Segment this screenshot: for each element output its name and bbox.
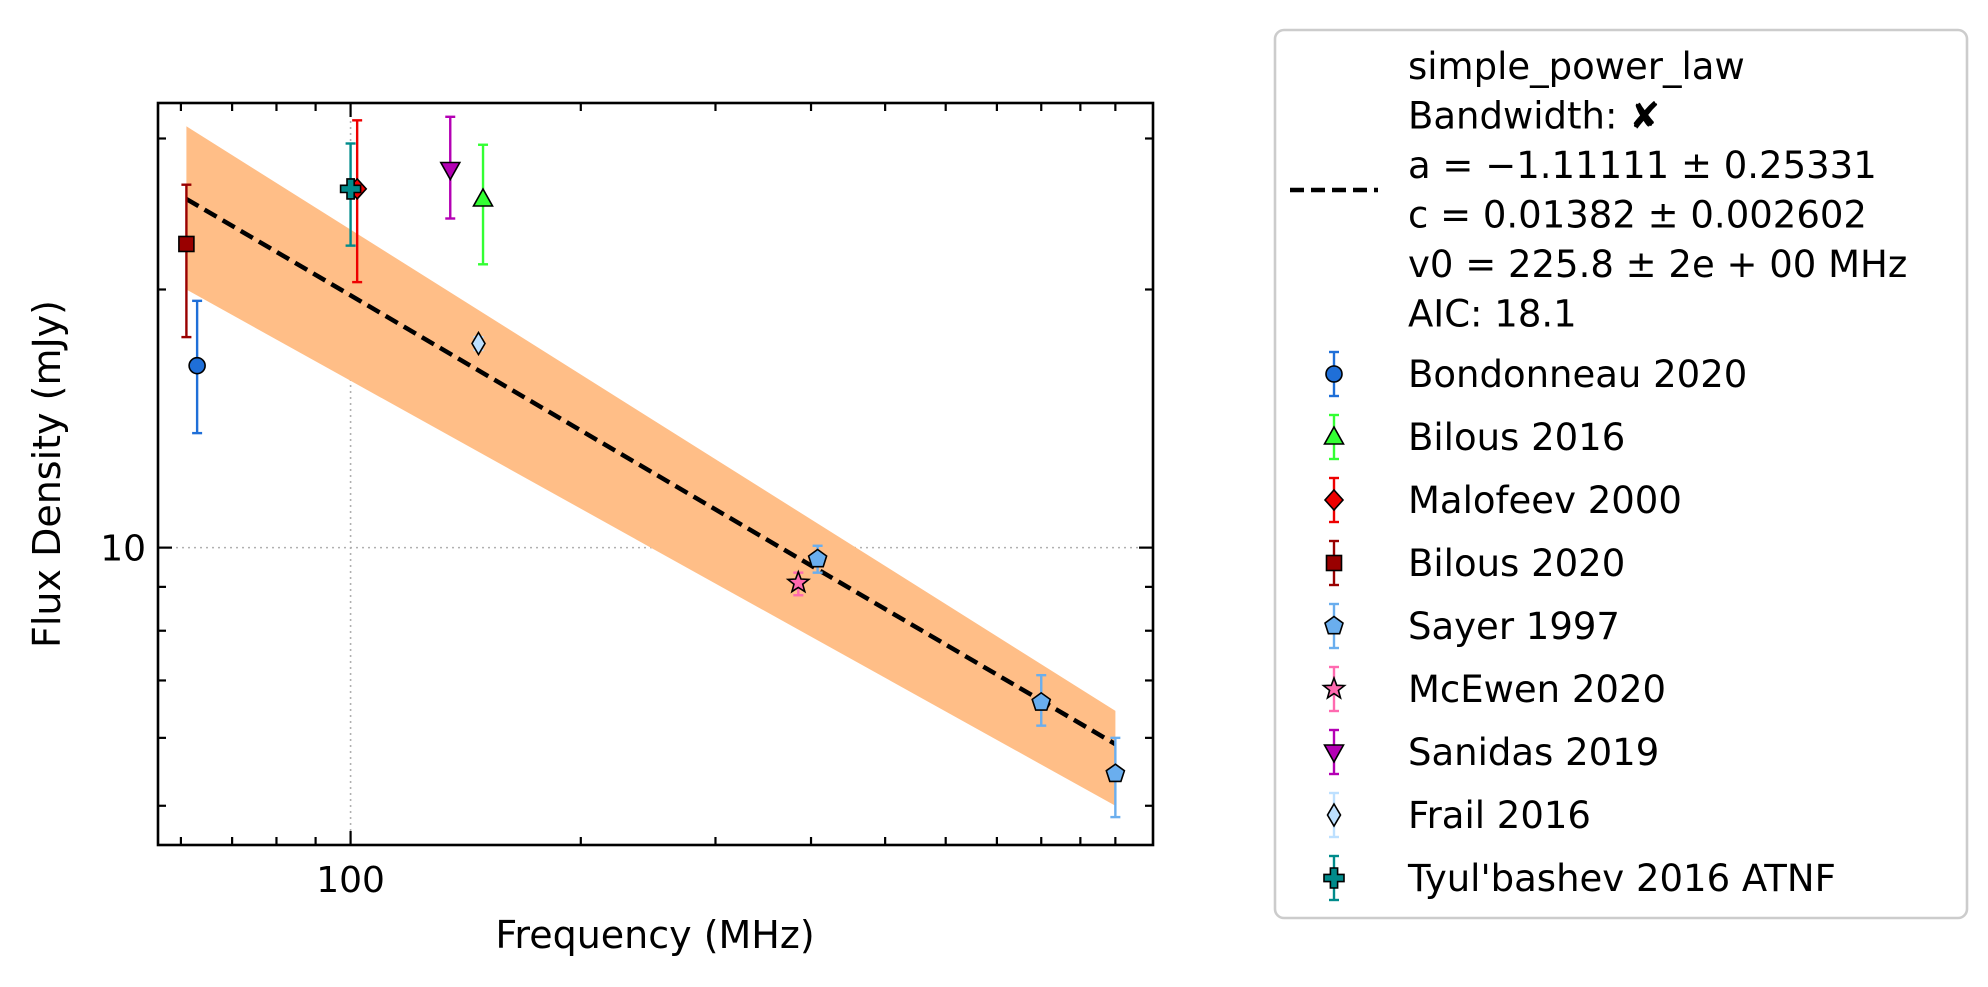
y-axis-label: Flux Density (mJy): [25, 300, 69, 648]
legend-entry: Bilous 2016: [1323, 413, 1625, 461]
legend-entry: Frail 2016: [1326, 791, 1591, 839]
legend-entry: McEwen 2020: [1321, 665, 1666, 713]
series-0: [188, 299, 206, 435]
data-point-marker: [807, 548, 828, 568]
legend-label: Sanidas 2019: [1408, 731, 1659, 774]
data-points: [178, 115, 1126, 819]
series-7: [471, 330, 486, 357]
data-point-marker: [785, 569, 811, 594]
data-point-marker: [1031, 691, 1052, 711]
legend-box: [1273, 28, 1969, 920]
legend-marker: [1323, 425, 1345, 445]
legend-fit-text-line: Bandwidth: ✘: [1408, 95, 1660, 138]
series-8: [339, 142, 362, 247]
legend-entry: Malofeev 2000: [1323, 476, 1682, 524]
data-point-errorbar: [352, 119, 363, 284]
fit-band: [186, 126, 1116, 806]
x-tick-label: 100: [316, 860, 385, 901]
data-point-marker: [471, 330, 486, 357]
series-6: [439, 115, 462, 220]
legend-marker: [1323, 488, 1345, 512]
data-point-marker: [1105, 763, 1126, 783]
plot-frame: [156, 101, 1155, 847]
legend-marker: [1324, 615, 1344, 635]
series-4: [807, 544, 1126, 819]
legend-label: Frail 2016: [1408, 794, 1591, 837]
legend-entry: Sanidas 2019: [1323, 728, 1659, 776]
legend-entry-fit: simple_power_law Bandwidth: ✘ a = −1.11111…: [1290, 45, 1907, 336]
data-point-marker: [472, 187, 494, 207]
legend-marker: [1326, 802, 1342, 828]
fit-line-path: [185, 197, 1117, 747]
data-point-marker: [439, 161, 462, 182]
legend-label: Bilous 2016: [1408, 416, 1625, 459]
grid: [158, 103, 1153, 845]
data-point-errorbar: [181, 183, 192, 339]
y-tick-label: 10: [100, 529, 146, 570]
series-1: [472, 143, 494, 266]
series-3: [178, 183, 195, 339]
series-5: [785, 569, 811, 597]
legend-marker: [1321, 675, 1347, 700]
legend-label: Malofeev 2000: [1408, 479, 1682, 522]
legend-fit-text-line: c = 0.01382 ± 0.002602: [1408, 194, 1867, 237]
fit-line: [185, 197, 1117, 747]
legend-marker: [1325, 554, 1343, 572]
data-point-marker: [339, 178, 362, 200]
data-point-marker: [178, 235, 195, 253]
legend-entry: Bondonneau 2020: [1325, 350, 1747, 398]
data-point-marker: [188, 356, 206, 375]
legend-entry: Sayer 1997: [1324, 602, 1620, 650]
legend-entry: Tyul'bashev 2016 ATNF: [1323, 854, 1836, 902]
legend-fit-text-line: v0 = 225.8 ± 2e + 00 MHz: [1408, 243, 1907, 286]
legend-label: Tyul'bashev 2016 ATNF: [1407, 857, 1836, 900]
legend-fit-text-line: simple_power_law: [1408, 45, 1745, 88]
fit-uncertainty-band: [186, 126, 1116, 806]
legend-entry: Bilous 2020: [1325, 539, 1625, 587]
legend-marker: [1325, 365, 1343, 383]
legend-label: Bilous 2020: [1408, 542, 1625, 585]
axis-ticks: 100 10: [100, 103, 1153, 901]
legend-label: McEwen 2020: [1408, 668, 1666, 711]
x-axis-label: Frequency (MHz): [495, 913, 814, 957]
legend: simple_power_law Bandwidth: ✘ a = −1.11111…: [1273, 28, 1969, 920]
legend-fit-text-line: a = −1.11111 ± 0.25331: [1408, 144, 1877, 187]
legend-fit-text-line: AIC: 18.1: [1408, 293, 1577, 336]
legend-label: Sayer 1997: [1408, 605, 1620, 648]
legend-marker: [1323, 744, 1345, 764]
legend-marker: [1323, 867, 1345, 889]
legend-label: Bondonneau 2020: [1408, 353, 1747, 396]
